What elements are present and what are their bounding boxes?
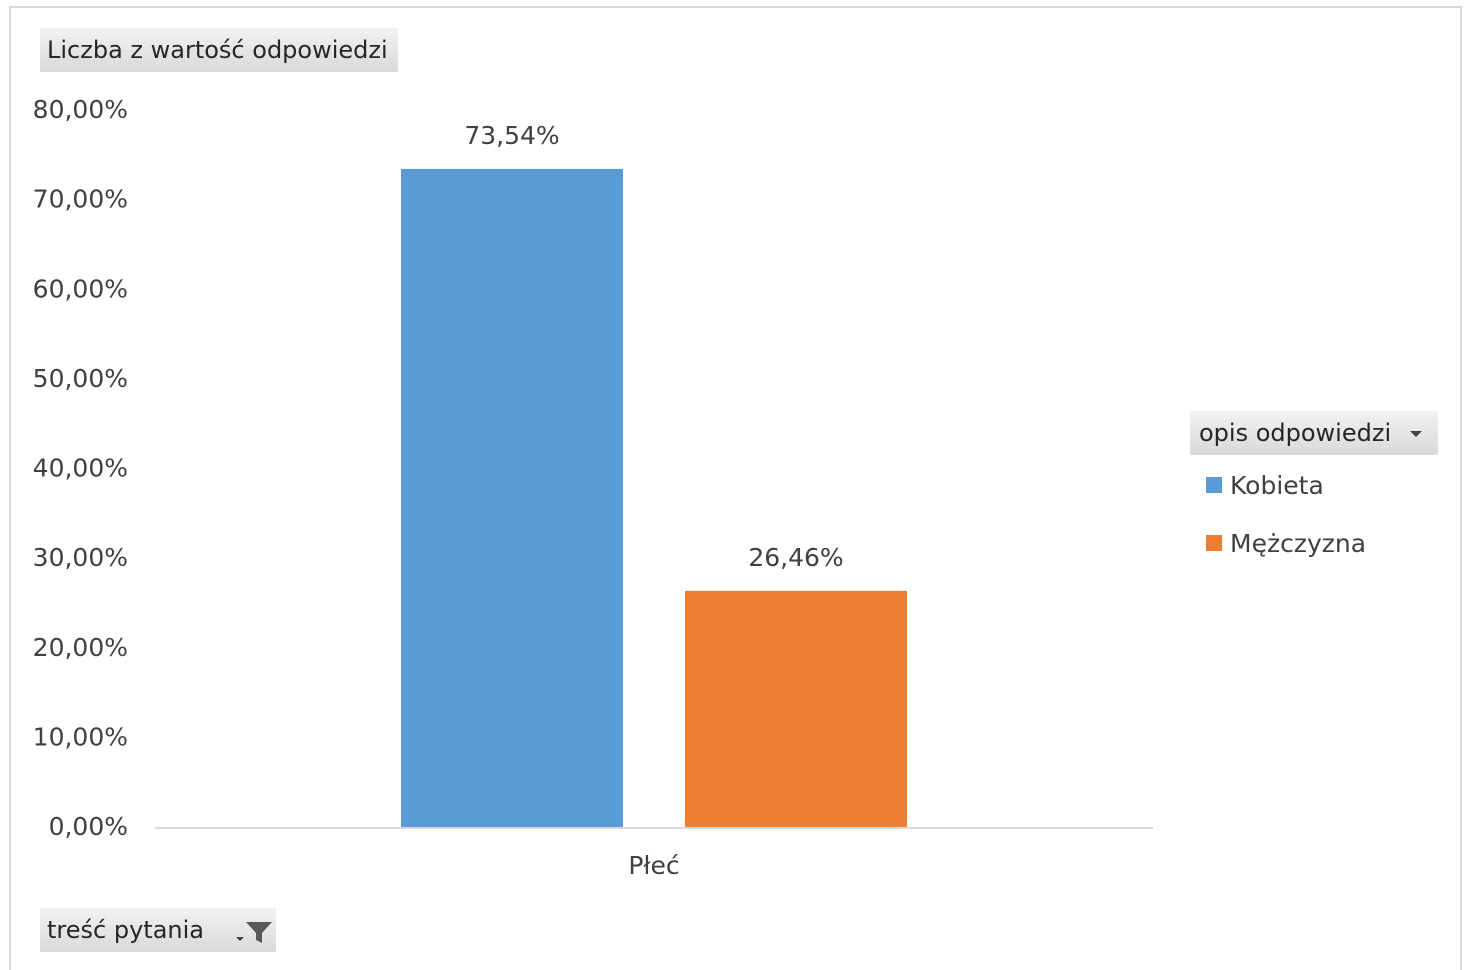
filter-field-label: treść pytania: [47, 916, 204, 944]
legend-item-mezczyzna: Mężczyzna: [1206, 528, 1366, 560]
y-tick-label: 40,00%: [33, 454, 128, 483]
data-label: 73,54%: [464, 121, 559, 150]
chevron-down-icon[interactable]: [1410, 431, 1422, 437]
data-label: 26,46%: [748, 543, 843, 572]
x-axis-tick-labels: Płeć: [628, 851, 679, 880]
y-tick-label: 70,00%: [33, 185, 128, 214]
x-tick-label: Płeć: [628, 851, 679, 880]
filter-field-button[interactable]: treść pytania: [40, 908, 276, 952]
value-field-button[interactable]: Liczba z wartość odpowiedzi: [40, 28, 398, 72]
y-tick-label: 50,00%: [33, 364, 128, 393]
legend-swatch: [1206, 477, 1222, 493]
bars: [401, 168, 907, 828]
legend-field-label: opis odpowiedzi: [1199, 419, 1392, 447]
y-tick-label: 10,00%: [33, 722, 128, 751]
y-tick-label: 20,00%: [33, 633, 128, 662]
legend-item-kobieta: Kobieta: [1206, 470, 1324, 502]
funnel-icon[interactable]: [236, 920, 286, 944]
bar-kobieta: [401, 168, 623, 828]
legend-field-button[interactable]: opis odpowiedzi: [1190, 411, 1438, 455]
bar-mezczyzna: [685, 590, 907, 828]
data-labels: 73,54% 26,46%: [464, 121, 843, 572]
value-field-label: Liczba z wartość odpowiedzi: [47, 36, 388, 64]
y-tick-label: 0,00%: [49, 812, 128, 841]
y-tick-label: 80,00%: [33, 95, 128, 124]
y-axis-tick-labels: 0,00% 10,00% 20,00% 30,00% 40,00% 50,00% 60,00…: [33, 95, 128, 841]
y-tick-label: 60,00%: [33, 274, 128, 303]
chart-frame: [9, 6, 1462, 970]
legend-swatch: [1206, 535, 1222, 551]
legend-label: Kobieta: [1230, 471, 1324, 500]
y-tick-label: 30,00%: [33, 543, 128, 572]
legend-label: Mężczyzna: [1230, 529, 1367, 558]
